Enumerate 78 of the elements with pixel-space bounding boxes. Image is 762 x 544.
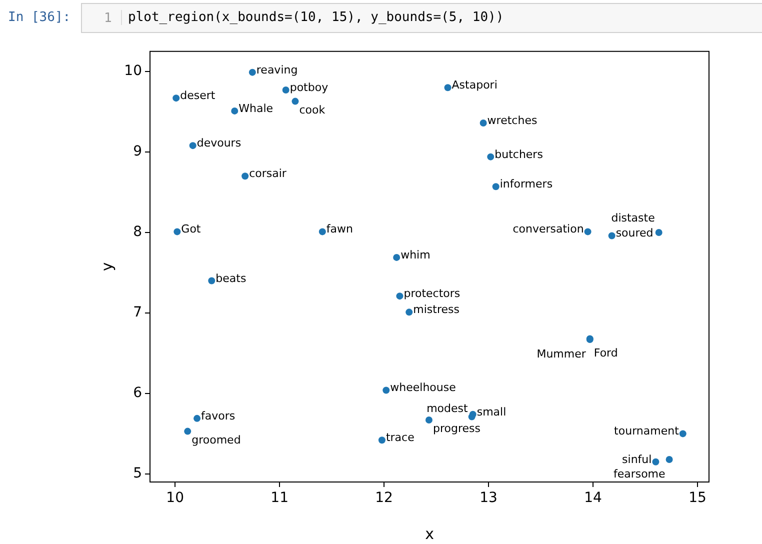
series-label: distaste — [611, 211, 656, 224]
series-label: modest — [426, 402, 469, 415]
series-label: trace — [386, 431, 415, 444]
series-label: beats — [216, 272, 246, 285]
series-label: wheelhouse — [390, 381, 456, 394]
point — [248, 68, 256, 76]
point — [189, 142, 196, 150]
series-label: small — [476, 405, 506, 418]
y-axis-title: y — [98, 262, 116, 272]
series-label: fearsome — [613, 467, 666, 480]
point — [382, 386, 390, 394]
point — [194, 414, 201, 422]
text: plot_region(x_bounds=(10, 15), y_bounds=(5, 10)) — [121, 10, 504, 25]
x-tick-label: 12 — [375, 490, 393, 506]
point — [172, 94, 180, 102]
point — [231, 107, 238, 114]
point — [393, 254, 400, 261]
series-label: protectors — [404, 287, 460, 300]
point — [425, 416, 432, 424]
point — [608, 232, 616, 240]
point — [406, 308, 413, 316]
x-axis-title: x — [425, 524, 434, 543]
point — [174, 228, 181, 236]
text: In [36]: — [8, 10, 71, 25]
series-label: informers — [500, 178, 553, 191]
point — [242, 172, 249, 180]
series-label: whim — [400, 248, 430, 262]
point — [292, 98, 299, 105]
series-label: groomed — [192, 433, 241, 446]
series-label: butchers — [494, 148, 544, 161]
series-label: Mummer — [536, 348, 586, 361]
series-label: soured — [616, 226, 654, 240]
series-label: fawn — [326, 222, 354, 236]
series-label: reaving — [256, 63, 298, 76]
series-label: conversation — [512, 222, 584, 236]
point — [480, 120, 487, 127]
series-label: progress — [432, 422, 481, 436]
series-label: Ford — [594, 346, 618, 360]
point — [487, 153, 494, 160]
y-tick-label: 5 — [133, 466, 142, 482]
point — [666, 456, 673, 463]
y-tick-label: 7 — [133, 304, 142, 321]
y-tick-label: 10 — [124, 63, 142, 80]
series-label: corsair — [249, 167, 287, 180]
x-tick-label: 11 — [270, 490, 288, 506]
point — [184, 428, 192, 435]
point — [282, 86, 290, 94]
y-tick-label: 9 — [133, 144, 142, 160]
y-tick-label: 8 — [133, 224, 142, 240]
series-label: wretches — [487, 114, 538, 128]
point — [584, 228, 592, 236]
point — [655, 228, 662, 236]
x-tick-label: 10 — [166, 490, 184, 506]
point — [652, 458, 660, 466]
series-label: mistress — [413, 303, 460, 316]
series-label: favors — [201, 409, 236, 422]
series-label: potboy — [290, 81, 329, 94]
series-label: tournament — [614, 424, 680, 438]
point — [469, 410, 476, 418]
point — [444, 84, 452, 92]
point — [318, 228, 326, 236]
x-tick-label: 15 — [688, 490, 706, 506]
text: 1 — [104, 11, 112, 26]
point — [396, 292, 404, 300]
point — [208, 277, 216, 284]
series-label: Whale — [238, 102, 274, 115]
x-tick-label: 14 — [584, 490, 602, 506]
point — [679, 430, 686, 438]
series-label: cook — [299, 103, 326, 116]
series-label: desert — [180, 89, 216, 102]
series-label: sinful — [622, 452, 652, 466]
x-tick-label: 13 — [480, 490, 498, 506]
series-label: Got — [181, 222, 202, 236]
y-tick-label: 6 — [133, 385, 142, 402]
point — [378, 436, 386, 444]
point — [492, 183, 500, 190]
series-label: devours — [196, 136, 242, 150]
series-label: Astapori — [452, 78, 498, 92]
